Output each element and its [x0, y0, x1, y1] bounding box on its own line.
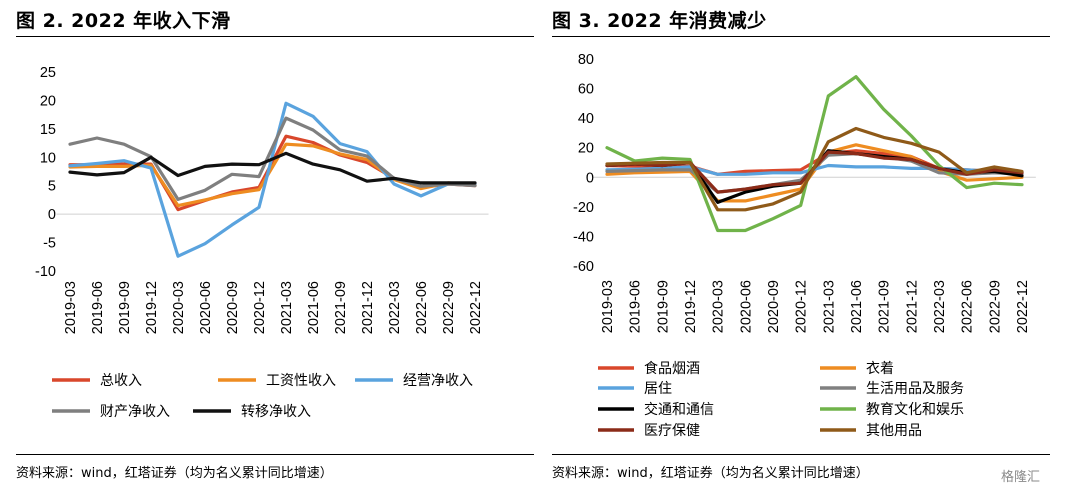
- y-tick-label: -20: [573, 200, 594, 216]
- y-tick-label: 25: [40, 65, 56, 81]
- series-line-转移净收入: [68, 151, 477, 185]
- x-tick-label: 2019-09: [117, 281, 133, 334]
- y-tick-label: 5: [48, 179, 56, 195]
- legend-label: 交通和通信: [644, 401, 714, 418]
- legend-label: 居住: [644, 381, 672, 397]
- legend-label: 财产净收入: [100, 404, 170, 420]
- x-tick-label: 2019-06: [90, 281, 106, 334]
- x-tick-label: 2022-09: [441, 281, 457, 334]
- series-line-其他用品: [605, 126, 1024, 212]
- y-tick-label: 20: [578, 141, 594, 157]
- x-tick-label: 2019-06: [628, 280, 644, 333]
- x-tick-label: 2020-03: [171, 281, 187, 334]
- watermark-logo: 格隆汇: [1001, 470, 1041, 485]
- x-tick-label: 2022-09: [987, 280, 1003, 333]
- x-tick-label: 2019-12: [683, 280, 699, 333]
- legend-label: 其他用品: [866, 423, 922, 439]
- legend-label: 总收入: [100, 373, 142, 389]
- series-line-教育文化和娱乐: [605, 75, 1024, 233]
- x-tick-label: 2019-12: [144, 281, 160, 334]
- y-tick-label: 40: [578, 111, 594, 127]
- x-tick-label: 2022-06: [960, 280, 976, 333]
- x-tick-label: 2021-12: [904, 280, 920, 333]
- x-tick-label: 2020-12: [252, 281, 268, 334]
- legend-label: 工资性收入: [266, 373, 336, 389]
- y-tick-label: -60: [573, 259, 594, 275]
- x-tick-label: 2021-06: [306, 281, 322, 334]
- left-source-rule: [16, 454, 534, 455]
- y-tick-label: -40: [573, 229, 594, 245]
- x-tick-label: 2022-12: [1015, 280, 1031, 333]
- left-source-note: 资料来源：wind，红塔证券（均为名义累计同比增速）: [16, 466, 333, 481]
- chart-1: -10 -5 0 5 10 15 20 25 2019-03 2019-06 2019-09 2019…: [35, 65, 489, 420]
- left-chart-title: 图 2. 2022 年收入下滑: [16, 10, 231, 32]
- y-tick-label: 0: [586, 170, 594, 186]
- x-tick-label: 2021-03: [821, 280, 837, 333]
- y-tick-label: 80: [578, 52, 594, 68]
- x-tick-label: 2022-03: [387, 281, 403, 334]
- legend-label: 经营净收入: [403, 373, 473, 389]
- legend-label: 衣着: [866, 361, 894, 377]
- x-tick-label: 2021-03: [279, 281, 295, 334]
- left-title-rule: [16, 36, 534, 37]
- x-tick-label: 2020-12: [794, 280, 810, 333]
- y-tick-label: 10: [40, 150, 56, 166]
- y-tick-label: 0: [48, 207, 56, 223]
- right-chart-title: 图 3. 2022 年消费减少: [552, 10, 767, 32]
- right-title-rule: [552, 36, 1050, 37]
- right-source-rule: [552, 454, 1050, 455]
- x-tick-label: 2022-12: [468, 281, 484, 334]
- y-tick-label: 60: [578, 82, 594, 98]
- x-tick-label: 2020-06: [738, 280, 754, 333]
- chart-2: -60 -40 -20 0 20 40 60 80 2019-03 2019-06 2019-09 2…: [573, 52, 1036, 439]
- y-tick-label: 15: [40, 122, 56, 138]
- x-tick-label: 2019-03: [600, 280, 616, 333]
- legend-label: 生活用品及服务: [866, 381, 964, 397]
- y-tick-label: 20: [40, 93, 56, 109]
- series-line-经营净收入: [68, 101, 477, 258]
- legend-label: 教育文化和娱乐: [866, 402, 964, 418]
- y-tick-label: -10: [35, 264, 56, 280]
- x-tick-label: 2019-09: [655, 280, 671, 333]
- x-tick-label: 2021-06: [849, 280, 865, 333]
- series-line-财产净收入: [68, 116, 477, 201]
- x-tick-label: 2019-03: [63, 281, 79, 334]
- x-tick-label: 2022-03: [932, 280, 948, 333]
- x-tick-label: 2021-09: [333, 281, 349, 334]
- y-tick-label: -5: [43, 236, 56, 252]
- x-tick-label: 2020-06: [198, 281, 214, 334]
- legend-label: 医疗保健: [644, 423, 700, 439]
- legend-label: 转移净收入: [241, 404, 311, 420]
- x-tick-label: 2021-09: [877, 280, 893, 333]
- x-tick-label: 2022-06: [414, 281, 430, 334]
- legend-label: 食品烟酒: [644, 360, 700, 377]
- x-tick-label: 2020-09: [766, 280, 782, 333]
- x-tick-label: 2020-03: [711, 280, 727, 333]
- x-tick-label: 2020-09: [225, 281, 241, 334]
- x-tick-label: 2021-12: [360, 281, 376, 334]
- right-source-note: 资料来源：wind，红塔证券（均为名义累计同比增速）: [552, 466, 869, 481]
